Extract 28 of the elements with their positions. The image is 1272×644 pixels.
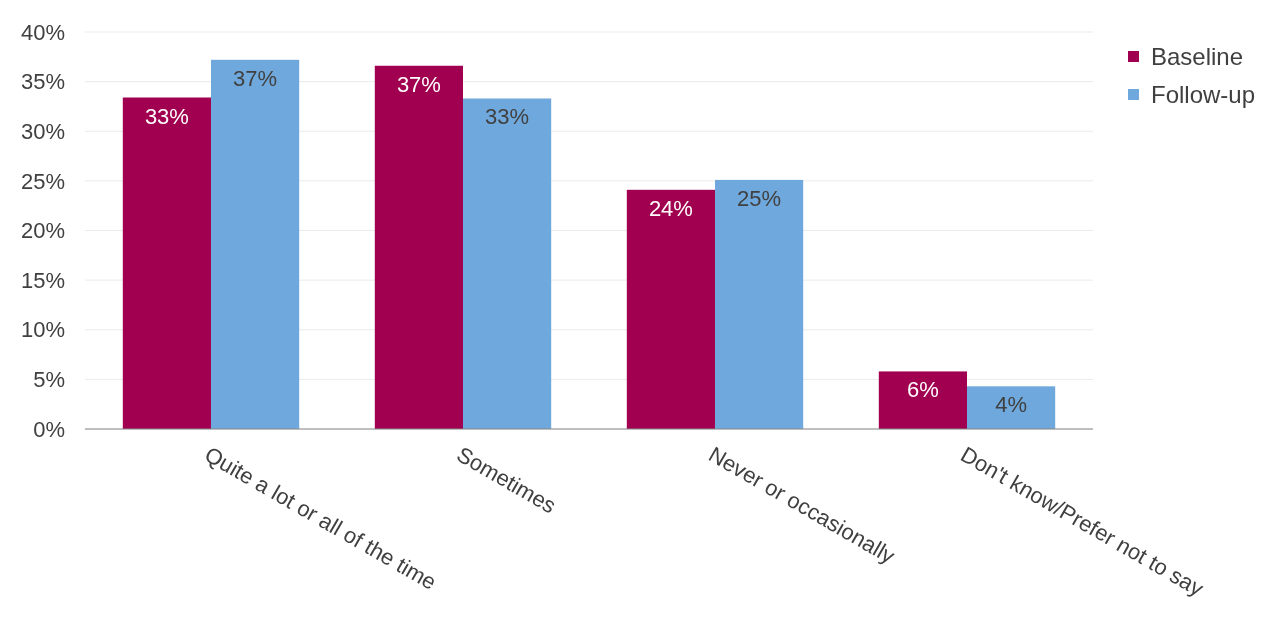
data-label: 37% [233, 65, 278, 91]
y-tick-label: 40% [20, 19, 65, 45]
data-label: 25% [737, 185, 782, 211]
y-tick-label: 30% [20, 118, 65, 144]
data-label: 37% [396, 71, 441, 97]
data-label: 24% [648, 195, 693, 221]
legend-label: Baseline [1151, 43, 1244, 71]
y-tick-label: 35% [20, 69, 65, 95]
bar [211, 59, 300, 429]
y-tick-label: 10% [20, 317, 65, 343]
bar [715, 179, 804, 429]
bar [878, 371, 967, 429]
bar [626, 189, 715, 429]
bar [122, 97, 211, 429]
y-tick-label: 5% [33, 367, 65, 393]
bar [374, 65, 463, 429]
data-label: 33% [144, 103, 189, 129]
legend-label: Follow-up [1151, 81, 1256, 109]
y-tick-label: 15% [20, 267, 65, 293]
y-tick-label: 25% [20, 168, 65, 194]
x-tick-label: Quite a lot or all of the time [200, 441, 441, 595]
y-tick-label: 20% [20, 218, 65, 244]
data-label: 6% [907, 377, 939, 403]
data-label: 4% [995, 392, 1027, 418]
bar [463, 98, 552, 429]
data-label: 33% [485, 104, 530, 130]
bar [967, 386, 1056, 429]
y-tick-label: 0% [33, 416, 65, 442]
